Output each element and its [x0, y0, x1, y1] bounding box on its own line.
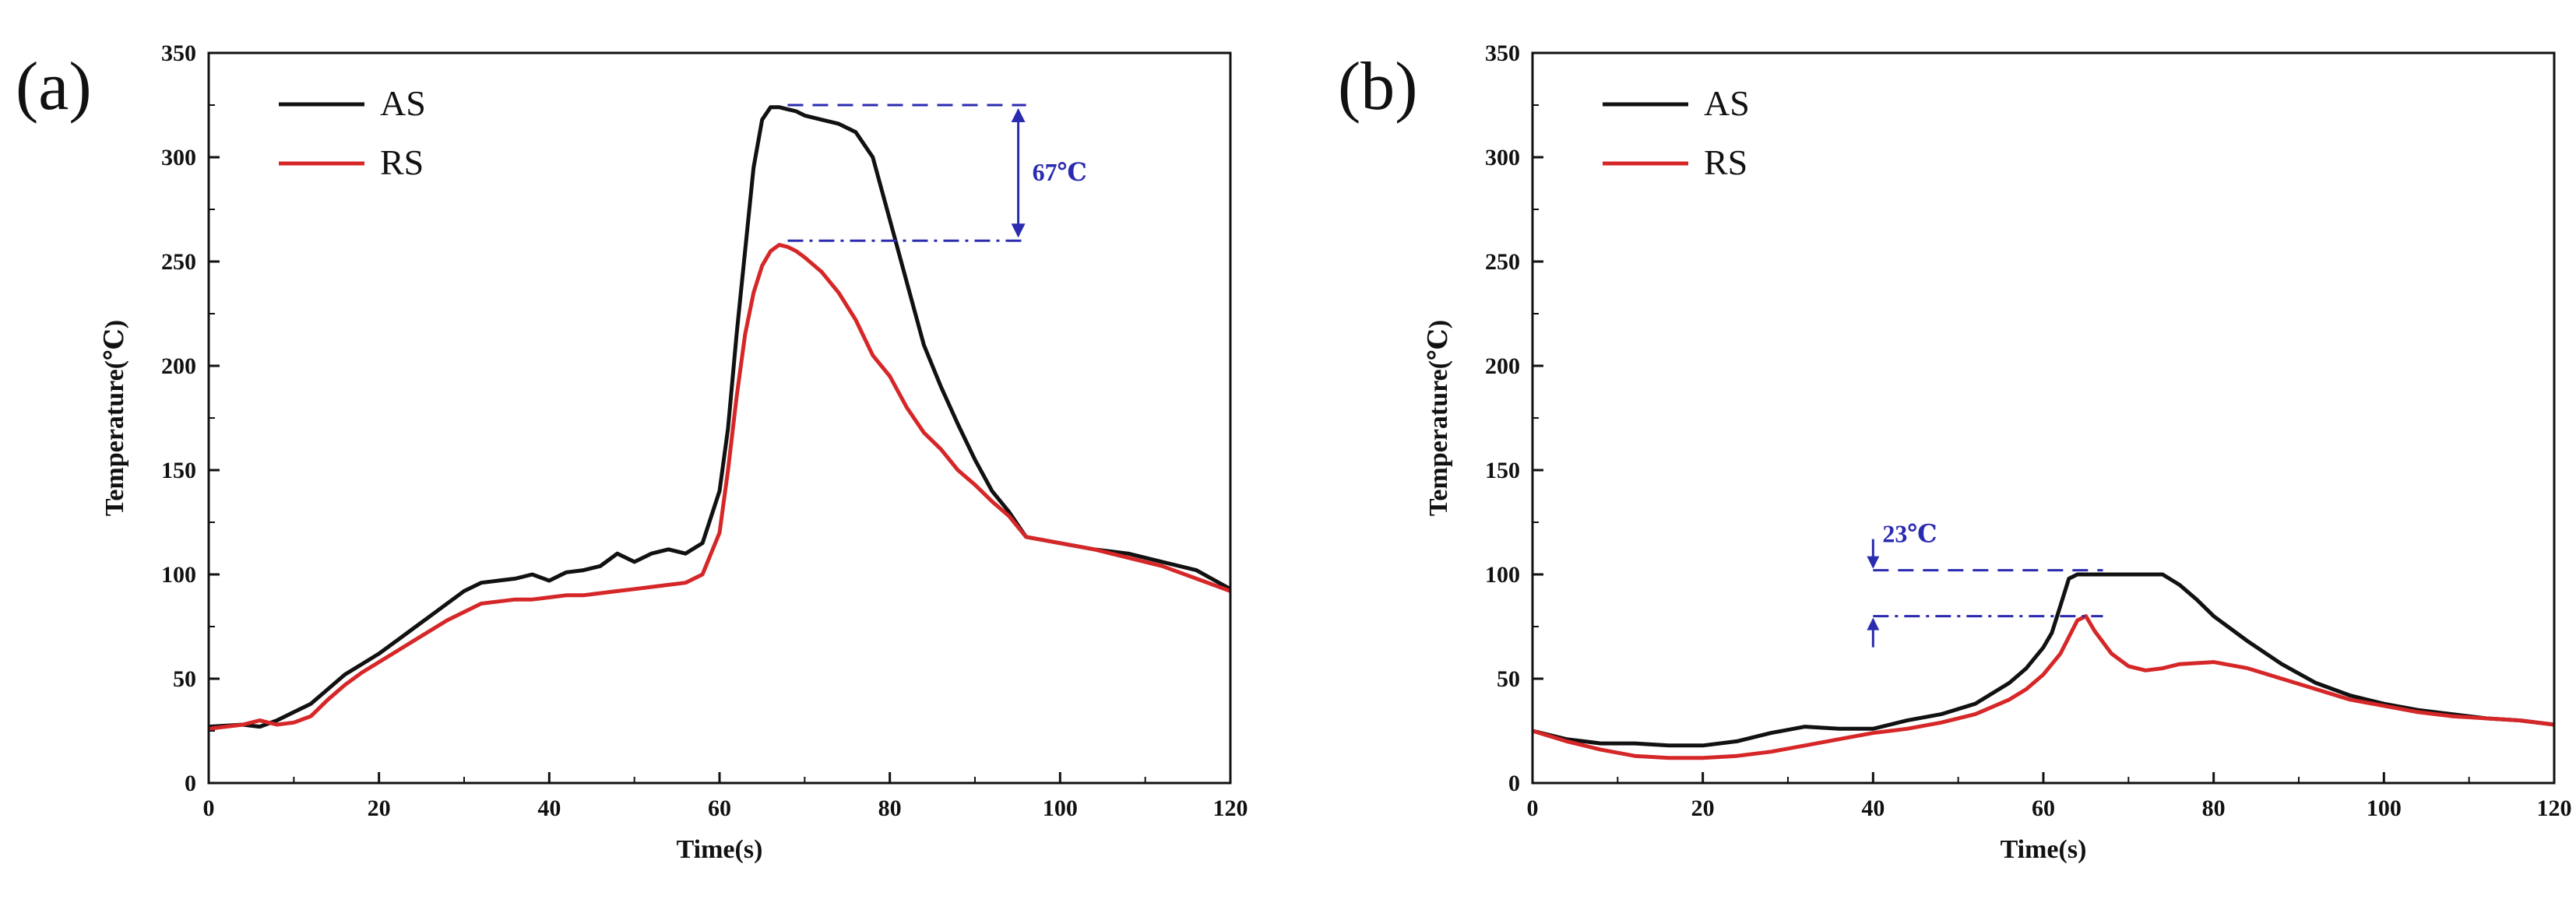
panel-b-x-tick-label: 40: [1861, 795, 1884, 821]
panel-a-annotation-arrow-head-down: [1011, 223, 1026, 238]
panel-b-legend-as-label: AS: [1704, 83, 1750, 123]
panel-a-annotation-arrow-head-up: [1011, 108, 1026, 122]
panel-a-x-tick-label: 80: [878, 795, 902, 821]
panel-a-y-tick-label: 350: [161, 40, 196, 66]
panel-a-y-tick-label: 150: [161, 458, 196, 483]
panel-a-y-tick-label: 0: [185, 771, 196, 796]
panel-a-y-tick-label: 300: [161, 145, 196, 170]
panel-b-series-rs-line: [1532, 614, 2555, 760]
panel-b-y-axis-label: Temperature(℃): [1424, 320, 1453, 516]
panel-b: (b) 0 20 40 60 80 100 120 0 50 100 150 200 250 300 350…: [1338, 40, 2572, 864]
panel-a-frame: [207, 51, 1232, 785]
panel-b-annotation-arrow-bottom-head: [1867, 617, 1880, 630]
panel-a-x-tick-label: 0: [203, 795, 215, 821]
panel-a-legend: AS RS: [279, 83, 426, 182]
panel-b-series-as-line: [1532, 572, 2555, 748]
panel-a-x-tick-label: 100: [1043, 795, 1078, 821]
panel-a-y-tick-label: 250: [161, 249, 196, 275]
panel-a-legend-as-label: AS: [380, 83, 426, 123]
panel-b-x-tick-label: 20: [1691, 795, 1715, 821]
panel-b-legend: AS RS: [1603, 83, 1750, 182]
panel-b-y-tick-label: 200: [1485, 353, 1520, 379]
panel-a-series-as-line: [208, 105, 1232, 729]
panel-b-x-tick-label: 100: [2367, 795, 2402, 821]
panel-a-y-tick-label: 200: [161, 353, 196, 379]
panel-a: (a) 0 20 40 60 80 100 120 0 50 100 150 200 250 300 350…: [16, 40, 1248, 864]
panel-a-plot: 0 20 40 60 80 100 120 0 50 100 150 200 250 300 350: [161, 40, 1248, 821]
panel-a-annotation-label: 67℃: [1033, 158, 1087, 186]
panel-b-frame: [1531, 51, 2556, 785]
panel-b-plot: 0 20 40 60 80 100 120 0 50 100 150 200 250 300 350: [1485, 40, 2572, 821]
panel-a-x-tick-label: 60: [708, 795, 731, 821]
panel-b-legend-rs-label: RS: [1704, 142, 1747, 182]
panel-b-y-tick-label: 100: [1485, 562, 1520, 588]
panel-b-y-tick-label: 0: [1508, 771, 1520, 796]
panel-b-x-axis-label: Time(s): [2001, 835, 2087, 864]
panel-b-label: (b): [1338, 49, 1418, 125]
panel-b-annotation-label: 23℃: [1882, 520, 1937, 548]
panel-b-annotation-arrow-top-head: [1867, 556, 1880, 569]
panel-a-label: (a): [16, 49, 92, 125]
panel-b-x-tick-label: 0: [1527, 795, 1539, 821]
panel-a-x-axis-label: Time(s): [677, 835, 763, 864]
panel-b-y-tick-label: 350: [1485, 40, 1520, 66]
panel-a-x-tick-label: 40: [537, 795, 561, 821]
panel-a-x-tick-label: 20: [368, 795, 391, 821]
panel-b-y-tick-label: 250: [1485, 249, 1520, 275]
panel-b-y-tick-label: 150: [1485, 458, 1520, 483]
panel-a-y-axis-label: Temperature(℃): [100, 320, 129, 516]
panel-b-x-tick-label: 80: [2202, 795, 2226, 821]
panel-a-y-tick-label: 50: [173, 666, 196, 692]
panel-a-series-rs-line: [208, 243, 1231, 731]
panel-b-x-tick-label: 60: [2032, 795, 2055, 821]
panel-a-y-tick-label: 100: [161, 562, 196, 588]
panel-a-x-tick-label: 120: [1213, 795, 1248, 821]
panel-b-y-tick-label: 300: [1485, 145, 1520, 170]
panel-b-x-tick-label: 120: [2537, 795, 2572, 821]
panel-b-y-tick-label: 50: [1497, 666, 1520, 692]
panel-a-legend-rs-label: RS: [380, 142, 424, 182]
